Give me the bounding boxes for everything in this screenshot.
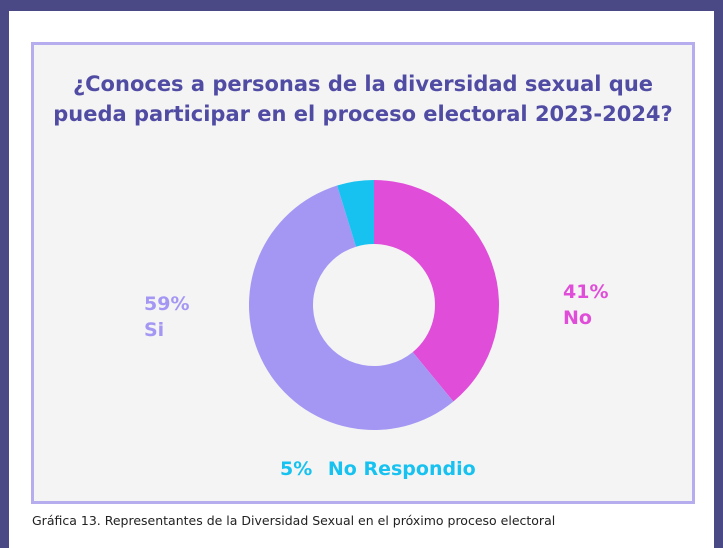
- label-no-respondio: 5% No Respondio: [280, 456, 476, 482]
- chart-frame: ¿Conoces a personas de la diversidad sex…: [31, 42, 695, 504]
- donut-slice-no-respondio: [337, 180, 374, 247]
- chart-title: ¿Conoces a personas de la diversidad sex…: [34, 69, 692, 129]
- label-si-value: 59%: [144, 293, 190, 315]
- donut-slice-no: [374, 180, 500, 402]
- label-no: 41% No: [563, 279, 608, 331]
- chart-title-line-2: pueda participar en el proceso electoral…: [53, 102, 673, 126]
- figure-caption: Gráfica 13. Representantes de la Diversi…: [32, 513, 556, 528]
- label-no-respondio-name: No Respondio: [327, 458, 476, 480]
- label-no-name: No: [563, 307, 592, 329]
- donut-chart: [249, 180, 500, 430]
- chart-title-line-1: ¿Conoces a personas de la diversidad sex…: [72, 72, 654, 96]
- label-no-respondio-value: 5%: [280, 458, 313, 480]
- label-no-value: 41%: [563, 281, 609, 303]
- label-si: 59% Si: [144, 291, 189, 343]
- page-sheet: ¿Conoces a personas de la diversidad sex…: [9, 11, 714, 548]
- donut-slice-si: [249, 185, 454, 430]
- label-si-name: Si: [144, 319, 165, 341]
